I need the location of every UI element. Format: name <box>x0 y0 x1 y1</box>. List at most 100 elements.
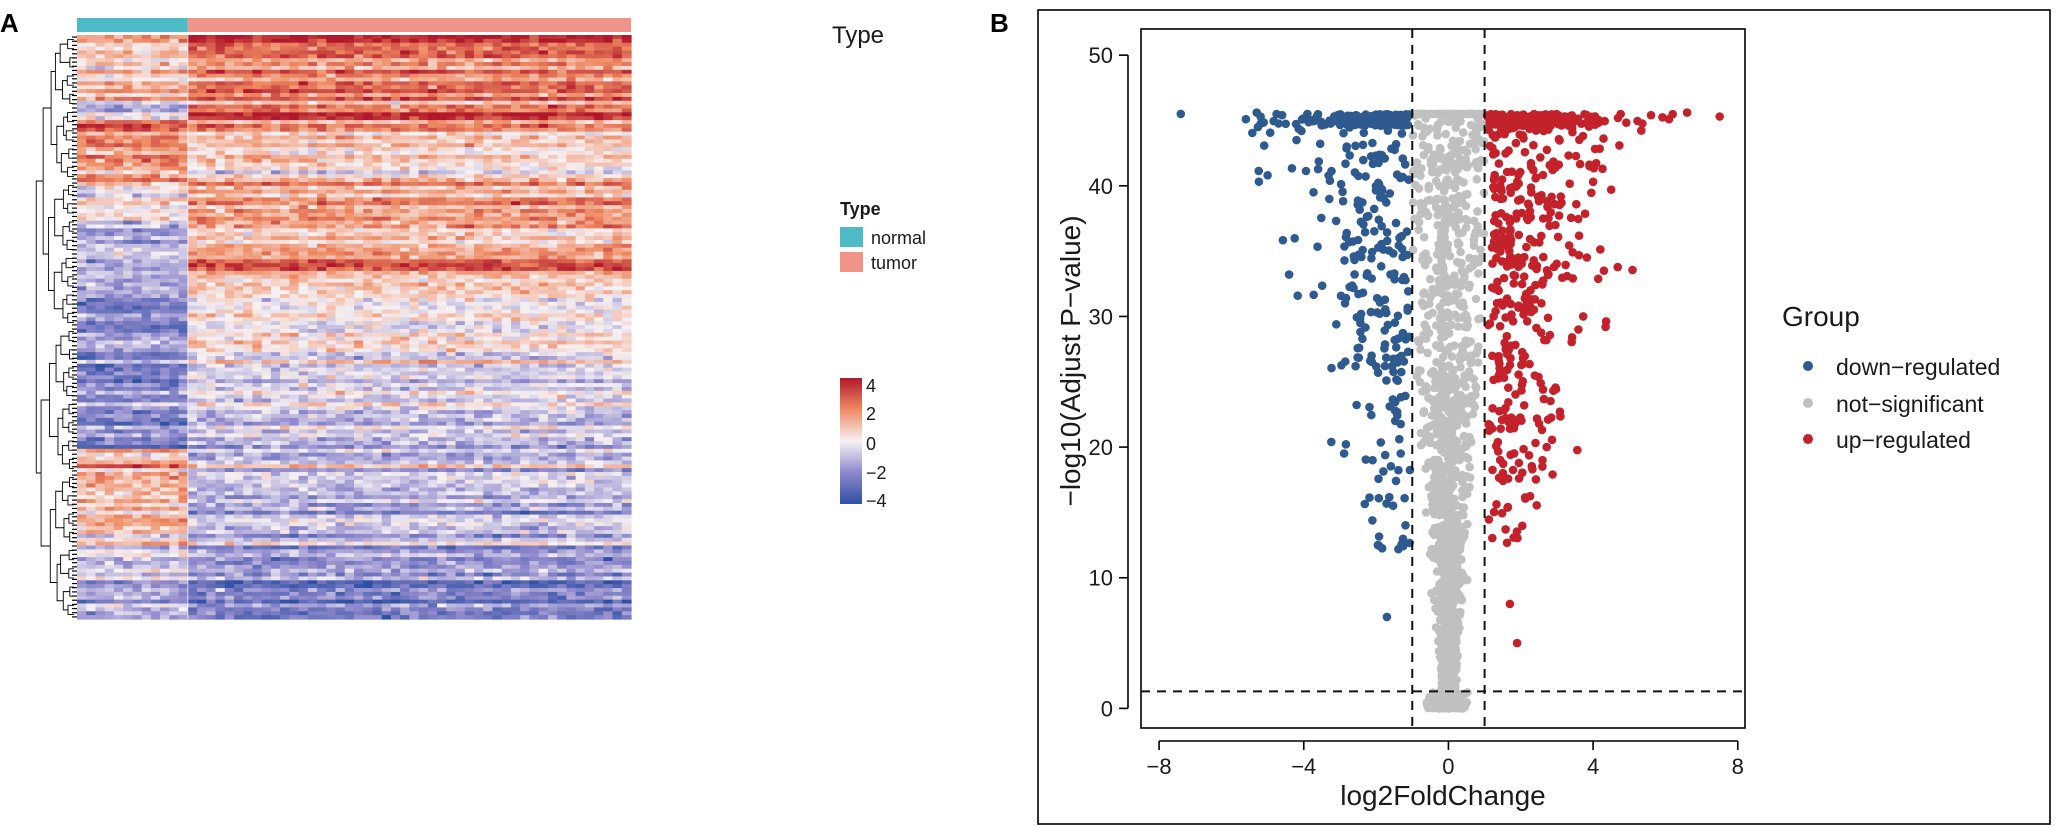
heatmap-cell <box>206 209 217 214</box>
heatmap-cell <box>575 189 586 195</box>
heatmap-cell <box>501 325 512 330</box>
heatmap-cell <box>132 321 143 326</box>
heatmap-cell <box>132 116 143 121</box>
heatmap-cell <box>224 170 235 175</box>
heatmap-cell <box>483 158 494 164</box>
heatmap-cell <box>77 58 87 63</box>
heatmap-cell <box>197 42 207 48</box>
heatmap-cell <box>104 297 115 303</box>
heatmap-cell <box>317 54 327 59</box>
heatmap-cell <box>150 305 161 311</box>
heatmap-cell <box>381 301 392 307</box>
heatmap-cell <box>206 62 217 67</box>
heatmap-cell <box>243 255 254 260</box>
heatmap-cell <box>354 278 364 284</box>
heatmap-cell <box>381 35 392 40</box>
heatmap-cell <box>243 116 254 121</box>
heatmap-cell <box>510 274 521 280</box>
heatmap-cell <box>298 46 309 52</box>
heatmap-cell <box>95 46 106 52</box>
heatmap-cell <box>363 108 374 113</box>
heatmap-cell <box>464 108 475 113</box>
heatmap-cell <box>215 278 226 284</box>
heatmap-cell <box>584 313 595 318</box>
heatmap-cell <box>381 201 392 206</box>
heatmap-cell <box>418 62 429 67</box>
heatmap-cell <box>621 243 632 249</box>
heatmap-cell <box>132 239 143 245</box>
heatmap-cell <box>150 166 161 171</box>
heatmap-cell <box>270 174 281 179</box>
heatmap-cell <box>243 81 254 86</box>
heatmap-cell <box>206 263 217 268</box>
heatmap-cell <box>501 77 512 83</box>
heatmap-cell <box>594 282 604 287</box>
heatmap-cell <box>400 77 410 83</box>
heatmap-cell <box>400 50 410 55</box>
heatmap-cell <box>215 127 226 133</box>
heatmap-cell <box>381 100 392 106</box>
heatmap-cell <box>603 290 614 295</box>
heatmap-cell <box>400 116 410 121</box>
heatmap-cell <box>390 89 401 94</box>
heatmap-cell <box>520 178 531 183</box>
heatmap-cell <box>335 123 346 129</box>
heatmap-cell <box>547 77 558 83</box>
heatmap-cell <box>455 85 466 90</box>
heatmap-cell <box>501 193 512 199</box>
heatmap-cell <box>77 147 87 152</box>
heatmap-cell <box>363 236 374 241</box>
heatmap-cell <box>160 336 170 342</box>
heatmap-cell <box>594 290 604 295</box>
heatmap-cell <box>538 174 549 179</box>
heatmap-cell <box>492 62 503 67</box>
heatmap-cell <box>326 38 337 44</box>
heatmap-cell <box>215 313 226 318</box>
heatmap-cell <box>464 100 475 106</box>
heatmap-cell <box>363 247 374 253</box>
heatmap-cell <box>123 267 133 272</box>
heatmap-cell <box>77 340 87 346</box>
heatmap-cell <box>77 236 87 241</box>
heatmap-cell <box>390 42 401 48</box>
heatmap-cell <box>538 54 549 59</box>
heatmap-cell <box>418 259 429 264</box>
heatmap-cell <box>261 112 272 117</box>
heatmap-cell <box>381 178 392 183</box>
heatmap-cell <box>464 158 475 164</box>
heatmap-cell <box>520 135 531 141</box>
heatmap-cell <box>427 89 438 94</box>
heatmap-cell <box>160 89 170 94</box>
heatmap-cell <box>427 309 438 315</box>
heatmap-cell <box>566 220 577 226</box>
heatmap-cell <box>437 278 447 284</box>
heatmap-cell <box>307 228 318 233</box>
heatmap-cell <box>510 243 521 249</box>
heatmap-cell <box>400 239 410 245</box>
heatmap-cell <box>317 282 327 287</box>
heatmap-cell <box>575 108 586 113</box>
heatmap-cell <box>243 112 254 117</box>
heatmap-cell <box>187 332 198 338</box>
heatmap-cell <box>150 282 161 287</box>
heatmap-cell <box>455 50 466 55</box>
heatmap-cell <box>307 212 318 218</box>
heatmap-cell <box>317 170 327 175</box>
heatmap-cell <box>326 209 337 214</box>
heatmap-cell <box>584 197 595 202</box>
heatmap-cell <box>446 205 457 210</box>
heatmap-cell <box>252 286 263 291</box>
heatmap-cell <box>363 62 374 67</box>
heatmap-cell <box>529 158 540 164</box>
heatmap-cell <box>270 247 281 253</box>
heatmap-cell <box>501 154 512 160</box>
heatmap-cell <box>215 162 226 168</box>
heatmap-cell <box>307 336 318 342</box>
heatmap-cell <box>612 212 623 218</box>
heatmap-cell <box>520 274 531 280</box>
heatmap-cell <box>584 201 595 206</box>
heatmap-cell <box>510 170 521 175</box>
heatmap-cell <box>169 154 180 160</box>
heatmap-cell <box>270 166 281 171</box>
heatmap-cell <box>547 336 558 342</box>
